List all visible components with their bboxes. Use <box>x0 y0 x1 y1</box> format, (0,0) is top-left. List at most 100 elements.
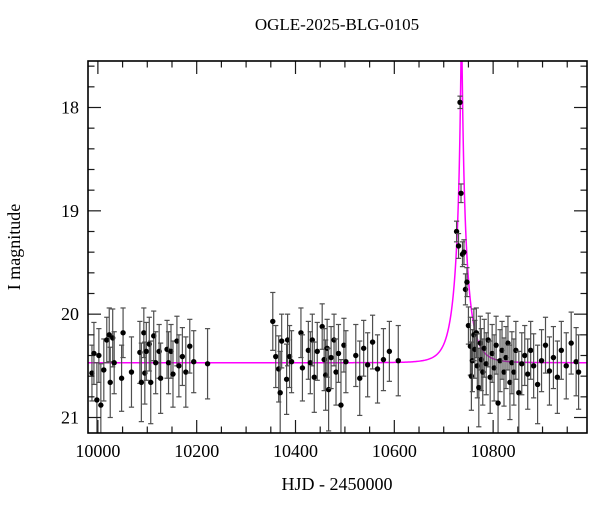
data-points <box>89 95 582 433</box>
data-point <box>509 331 515 395</box>
data-point <box>270 291 276 351</box>
data-point <box>152 331 159 395</box>
data-point <box>483 332 489 396</box>
data-point <box>179 327 186 387</box>
data-point <box>364 332 371 398</box>
data-point <box>111 331 117 395</box>
data-point <box>386 320 393 382</box>
data-point <box>319 303 325 350</box>
y-tick-label: 18 <box>61 98 79 118</box>
data-point <box>204 328 211 400</box>
data-point <box>481 318 487 378</box>
model-curve <box>88 61 587 364</box>
data-point <box>148 340 154 425</box>
data-point <box>299 334 306 402</box>
data-point <box>458 183 464 204</box>
data-point <box>534 344 541 425</box>
data-point <box>286 324 293 389</box>
plot-frame <box>87 60 588 434</box>
data-point <box>309 313 316 367</box>
data-point <box>170 340 176 408</box>
data-point <box>489 323 495 383</box>
data-point <box>191 330 197 394</box>
data-point <box>527 320 534 380</box>
data-point <box>530 333 537 399</box>
data-point <box>278 313 285 369</box>
x-tick-label: 10400 <box>273 441 318 461</box>
data-point <box>516 350 522 433</box>
data-point <box>453 220 460 243</box>
data-point <box>353 323 359 388</box>
data-point <box>101 338 107 402</box>
data-point <box>455 232 462 259</box>
x-tick-label: 10600 <box>372 441 417 461</box>
data-point <box>369 314 376 370</box>
data-point <box>165 331 172 395</box>
data-point <box>273 324 279 389</box>
y-tick-label: 20 <box>61 304 79 324</box>
x-axis-label: HJD - 2450000 <box>282 474 393 494</box>
data-point <box>120 307 126 359</box>
data-point <box>183 336 189 408</box>
data-point <box>525 338 531 410</box>
data-point <box>464 267 470 298</box>
data-point <box>288 330 295 394</box>
data-point <box>305 320 312 380</box>
x-tick-label: 10800 <box>471 441 516 461</box>
data-point <box>558 320 565 380</box>
data-point <box>106 307 112 363</box>
data-point <box>457 95 463 110</box>
data-point <box>283 343 290 415</box>
data-point <box>522 324 528 387</box>
data-point <box>519 332 525 396</box>
data-point <box>395 324 401 397</box>
data-point <box>357 340 363 417</box>
y-tick-label: 21 <box>61 408 79 428</box>
data-point <box>298 307 304 359</box>
data-point <box>476 347 482 428</box>
data-point <box>573 327 579 397</box>
data-point <box>503 325 509 390</box>
data-point <box>157 342 164 414</box>
data-point <box>360 319 367 377</box>
data-point <box>461 239 467 266</box>
data-point <box>493 315 499 375</box>
data-point <box>374 334 381 404</box>
y-tick-label: 19 <box>61 201 79 221</box>
data-point <box>568 311 574 375</box>
data-point <box>513 320 519 380</box>
axis-tick-labels: 10000 10200 10400 10600 10800 18 19 20 21 <box>61 98 516 462</box>
data-point <box>333 338 339 406</box>
y-axis-label: I magnitude <box>4 204 24 290</box>
data-point <box>107 346 113 419</box>
data-point <box>343 330 349 394</box>
data-point <box>143 321 149 381</box>
data-point <box>176 334 182 398</box>
data-point <box>138 342 145 423</box>
data-point <box>141 307 147 359</box>
axis-ticks <box>88 61 587 433</box>
data-point <box>338 359 344 433</box>
data-point <box>501 337 507 407</box>
data-point <box>325 347 332 432</box>
x-tick-label: 10000 <box>75 441 120 461</box>
data-point <box>546 336 553 406</box>
data-point <box>335 323 342 383</box>
data-point <box>542 316 549 374</box>
x-tick-label: 10200 <box>174 441 219 461</box>
data-point <box>104 316 110 364</box>
chart-title: OGLE-2025-BLG-0105 <box>255 15 419 34</box>
data-point <box>550 325 557 390</box>
data-point <box>128 336 135 408</box>
data-point <box>314 321 320 381</box>
data-point <box>311 341 317 413</box>
data-point <box>563 332 569 400</box>
data-point <box>554 340 561 414</box>
data-point <box>328 325 334 390</box>
data-point <box>96 328 102 383</box>
data-point <box>187 318 193 374</box>
data-point <box>380 328 387 392</box>
data-point <box>538 329 545 393</box>
